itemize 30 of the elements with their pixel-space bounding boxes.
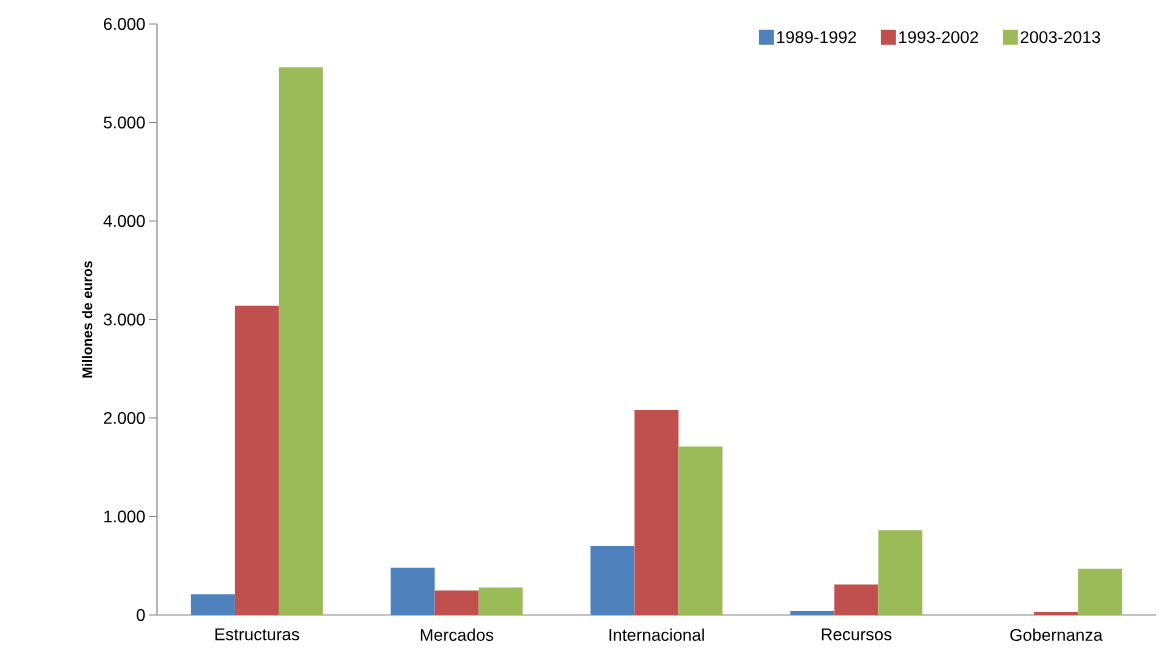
y-tick-label: 6.000	[103, 17, 145, 30]
bar	[1034, 612, 1079, 615]
bar	[834, 584, 879, 615]
bar	[634, 410, 679, 615]
x-tick-label: Mercados	[420, 628, 494, 641]
bar	[190, 594, 235, 615]
bar	[878, 530, 923, 615]
legend-label: 2003-2013	[1020, 31, 1101, 44]
bar	[678, 446, 723, 615]
bar	[278, 67, 323, 615]
bar	[590, 546, 635, 615]
bar	[234, 305, 279, 615]
bar	[390, 567, 435, 615]
y-tick-label: 1.000	[104, 510, 145, 523]
x-tick-label: Recursos	[821, 628, 892, 641]
bar	[790, 611, 835, 615]
bar	[1078, 568, 1123, 615]
y-tick-label: 4.000	[103, 215, 145, 227]
y-axis-title: Millones de euros	[82, 261, 93, 378]
y-tick-label: 0	[136, 609, 145, 621]
bar	[478, 587, 523, 615]
bar	[434, 590, 479, 615]
legend-label: 1989-1992	[777, 31, 857, 44]
x-tick-label: Internacional	[609, 628, 704, 641]
y-tick-label: 3.000	[103, 313, 145, 326]
x-tick-label: Gobernanza	[1010, 628, 1103, 641]
legend-label: 1993-2002	[899, 31, 979, 44]
x-tick-label: Estructuras	[215, 628, 300, 641]
y-tick-label: 5.000	[103, 116, 145, 129]
y-tick-label: 2.000	[103, 412, 145, 424]
